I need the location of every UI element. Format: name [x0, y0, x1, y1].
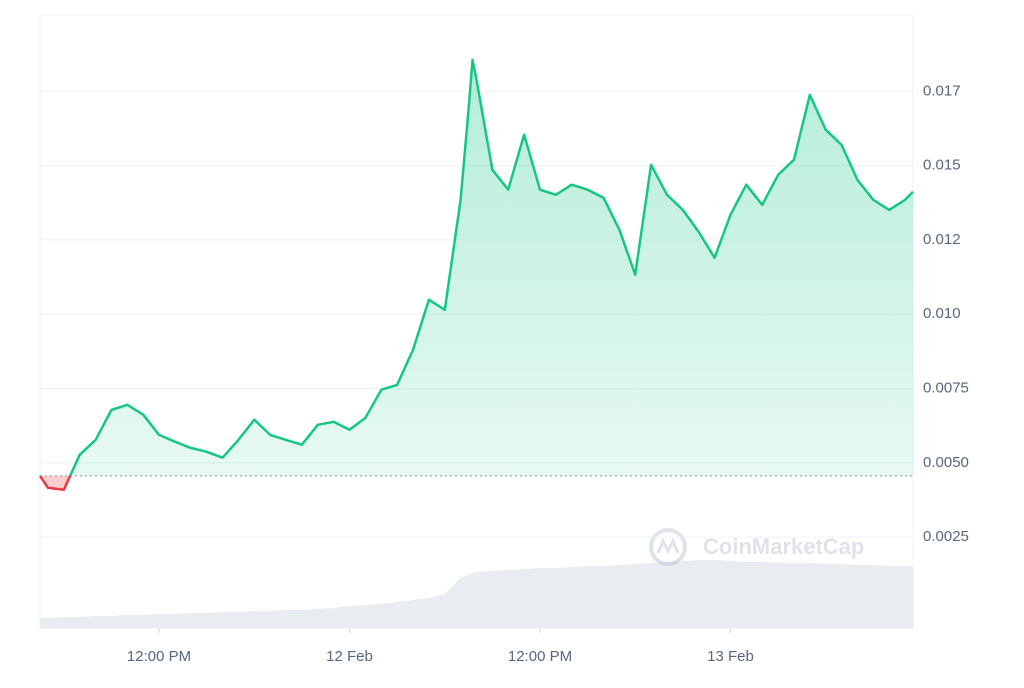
x-tick-label: 12 Feb	[326, 648, 373, 665]
price-area	[70, 59, 913, 476]
y-tick-label: 0.010	[923, 305, 961, 322]
y-tick-label: 0.017	[923, 82, 961, 99]
x-tick-label: 12:00 PM	[127, 648, 191, 665]
y-tick-label: 0.015	[923, 157, 961, 174]
price-line	[40, 58, 914, 476]
y-tick-label: 0.0025	[923, 528, 969, 545]
watermark: CoinMarketCap	[649, 528, 864, 566]
x-tick-label: 13 Feb	[707, 648, 754, 665]
x-tick-label: 12:00 PM	[508, 648, 572, 665]
watermark-text: CoinMarketCap	[703, 534, 864, 559]
volume-area	[40, 560, 913, 628]
y-tick-label: 0.0050	[923, 454, 969, 471]
y-tick-label: 0.012	[923, 231, 961, 248]
y-tick-label: 0.0075	[923, 379, 969, 396]
